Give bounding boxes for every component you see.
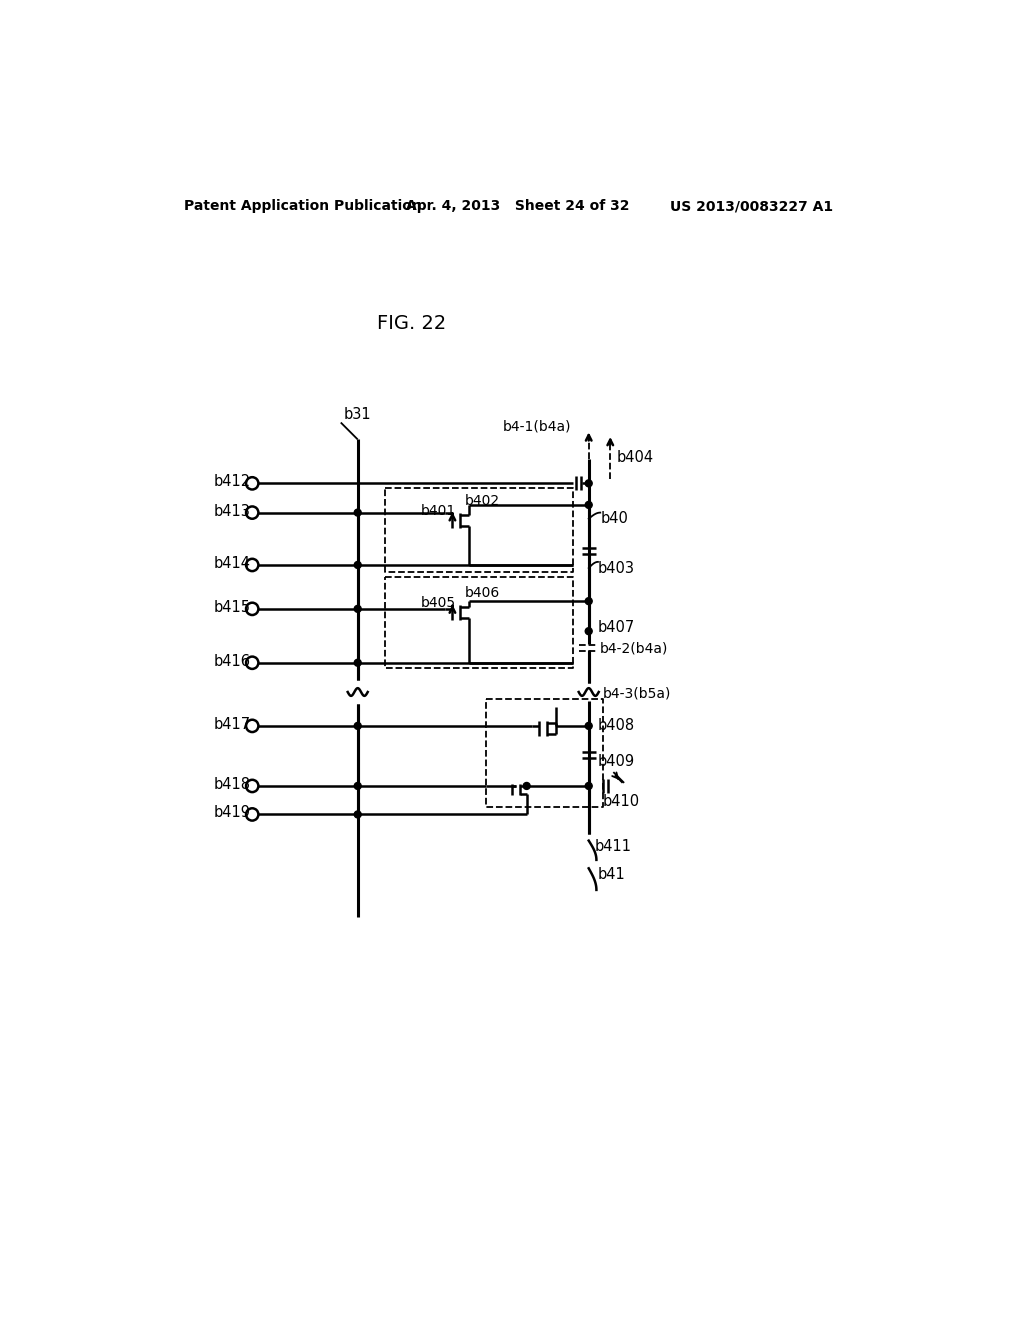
Text: b409: b409 [598,754,635,768]
Circle shape [586,480,592,487]
Text: b40: b40 [600,511,628,527]
Text: b417: b417 [214,717,251,731]
Text: b415: b415 [214,599,251,615]
Text: b410: b410 [602,793,640,809]
Text: Apr. 4, 2013   Sheet 24 of 32: Apr. 4, 2013 Sheet 24 of 32 [407,199,630,213]
Circle shape [523,783,530,789]
Text: b413: b413 [214,503,251,519]
Circle shape [354,722,361,730]
Text: b41: b41 [598,867,626,882]
Text: b418: b418 [214,777,251,792]
Text: FIG. 22: FIG. 22 [377,314,446,334]
Circle shape [586,502,592,508]
Text: Patent Application Publication: Patent Application Publication [184,199,422,213]
Text: b4-1(b4a): b4-1(b4a) [503,420,571,433]
Text: b403: b403 [598,561,635,576]
Circle shape [354,561,361,569]
Circle shape [354,606,361,612]
Circle shape [354,659,361,667]
Text: b414: b414 [214,556,251,572]
Text: b416: b416 [214,653,251,669]
Text: US 2013/0083227 A1: US 2013/0083227 A1 [670,199,833,213]
Text: b412: b412 [214,474,251,490]
Circle shape [586,722,592,730]
Circle shape [354,810,361,818]
Text: b407: b407 [598,620,635,635]
Circle shape [354,783,361,789]
Text: b406: b406 [465,586,500,601]
Circle shape [354,510,361,516]
Text: b401: b401 [421,504,456,517]
Circle shape [586,628,592,635]
Text: b4-3(b5a): b4-3(b5a) [602,686,671,701]
Text: b408: b408 [598,718,635,734]
Text: b31: b31 [344,407,372,421]
Text: b419: b419 [214,805,251,821]
Text: b402: b402 [465,494,500,508]
Text: b404: b404 [616,450,653,465]
Circle shape [586,783,592,789]
Text: b405: b405 [421,597,456,610]
Circle shape [586,598,592,605]
Text: b411: b411 [595,838,632,854]
Text: b4-2(b4a): b4-2(b4a) [599,642,668,656]
